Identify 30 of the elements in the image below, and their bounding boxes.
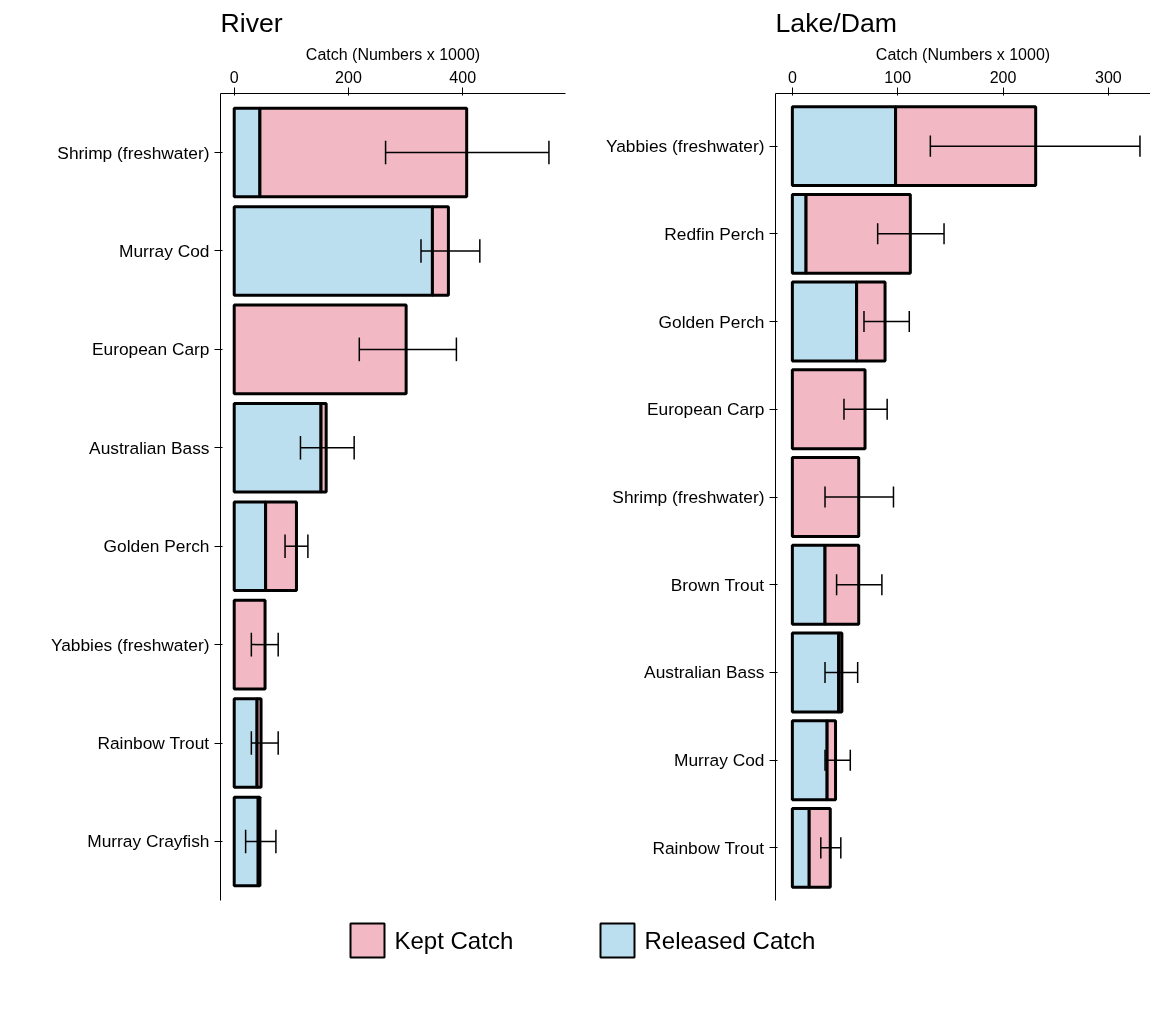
y-tick-label: Brown Trout [670, 574, 765, 595]
y-tick-label: Murray Cod [673, 750, 765, 771]
x-axis-title: Catch (Numbers x 1000) [875, 45, 1051, 63]
x-tick-label: 200 [335, 68, 362, 86]
y-tick-label: Golden Perch [103, 536, 210, 557]
x-tick-label: 0 [229, 68, 239, 86]
y-tick-label: Redfin Perch [664, 223, 765, 244]
y-tick-label: Murray Crayfish [87, 831, 210, 852]
legend-label: Released Catch [644, 927, 816, 954]
x-tick-label: 200 [989, 68, 1017, 86]
chart-title: Lake/Dam [775, 7, 897, 38]
x-tick-label: 100 [884, 68, 912, 86]
x-axis-title: Catch (Numbers x 1000) [305, 45, 481, 63]
x-tick-label: 0 [787, 68, 797, 86]
y-tick-label: European Carp [646, 399, 765, 420]
y-tick-label: Australian Bass [89, 437, 210, 458]
y-tick-label: Rainbow Trout [652, 837, 765, 858]
x-tick-label: 300 [1095, 68, 1122, 86]
y-tick-label: Australian Bass [644, 662, 765, 683]
legend-label: Kept Catch [394, 927, 514, 954]
y-tick-label: Shrimp (freshwater) [57, 142, 210, 163]
chart-title: River [220, 7, 283, 38]
x-tick-label: 400 [449, 68, 477, 86]
y-tick-label: Rainbow Trout [97, 733, 210, 754]
y-tick-label: Murray Cod [118, 240, 210, 261]
y-tick-label: Yabbies (freshwater) [50, 634, 210, 655]
y-tick-label: Golden Perch [658, 311, 765, 332]
y-tick-label: European Carp [91, 339, 210, 360]
y-tick-label: Shrimp (freshwater) [612, 487, 765, 507]
y-tick-label: Yabbies (freshwater) [605, 136, 765, 157]
